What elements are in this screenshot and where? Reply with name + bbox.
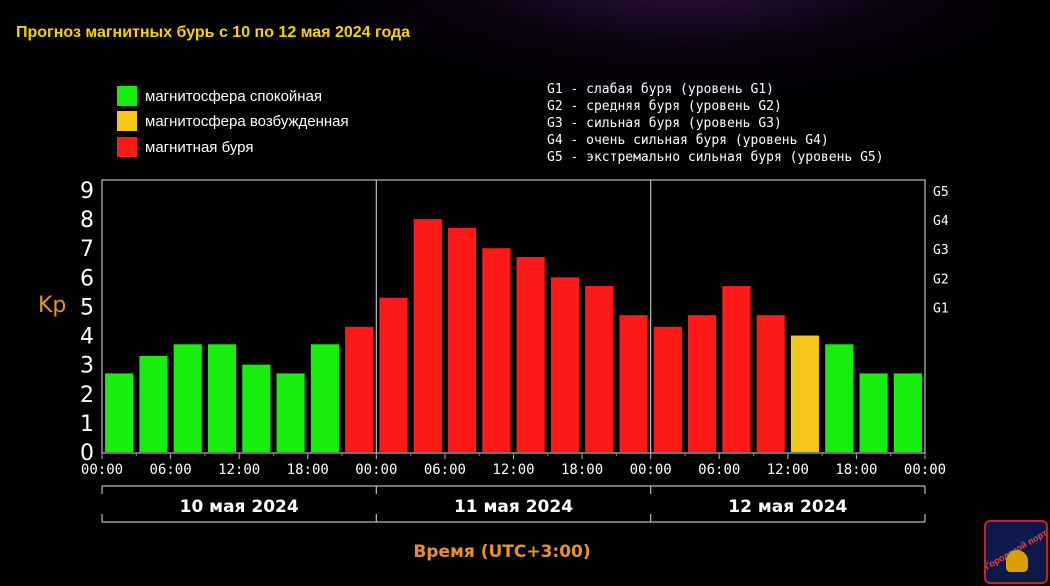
x-tick-label: 06:00 (424, 462, 466, 478)
x-tick-label: 18:00 (287, 462, 329, 478)
kp-bar (550, 277, 579, 452)
y-tick-label: 3 (80, 354, 94, 379)
g-level-g2: G2 - средняя буря (уровень G2) (547, 99, 782, 114)
x-tick-label: 06:00 (150, 462, 192, 478)
g-level-g5: G5 - экстремально сильная буря (уровень … (547, 150, 884, 165)
y-tick-label: 1 (80, 412, 94, 437)
page-title: Прогноз магнитных бурь с 10 по 12 мая 20… (16, 24, 411, 41)
x-tick-label: 00:00 (630, 462, 672, 478)
kp-bar (310, 344, 339, 452)
kp-bar (242, 364, 271, 452)
kp-bar (413, 219, 442, 452)
kp-bar (207, 344, 237, 452)
portal-logo: Городской портал (984, 520, 1048, 584)
legend-item-quiet: магнитосфера спокойная (117, 86, 322, 106)
kp-bar (893, 373, 922, 452)
day-label: 11 мая 2024 (454, 497, 573, 517)
legend-swatch-storm (117, 137, 137, 157)
x-tick-label: 18:00 (561, 462, 603, 478)
x-tick-label: 00:00 (355, 462, 397, 478)
y-tick-label: 0 (80, 441, 94, 466)
legend-item-active: магнитосфера возбужденная (117, 111, 349, 131)
y-tick-label: 7 (80, 237, 94, 262)
day-label: 12 мая 2024 (728, 497, 847, 517)
x-tick-label: 00:00 (81, 462, 123, 478)
kp-bar (756, 315, 785, 452)
x-tick-label: 12:00 (218, 462, 260, 478)
y-axis-label: Kp (38, 293, 66, 318)
x-tick-label: 00:00 (904, 462, 946, 478)
kp-bar (688, 315, 717, 452)
legend-label-storm: магнитная буря (145, 138, 254, 156)
legend-item-storm: магнитная буря (117, 137, 253, 157)
x-tick-label: 12:00 (492, 462, 534, 478)
kp-bar (173, 344, 202, 452)
legend-swatch-quiet (117, 86, 137, 106)
y-tick-label: 8 (80, 208, 94, 233)
g-tick-label: G5 (933, 185, 949, 200)
legend-label-quiet: магнитосфера спокойная (145, 87, 323, 105)
g-level-g4: G4 - очень сильная буря (уровень G4) (547, 133, 829, 148)
day-label: 10 мая 2024 (180, 497, 299, 517)
x-tick-label: 12:00 (767, 462, 809, 478)
kp-bar (825, 344, 854, 452)
y-tick-label: 6 (80, 266, 94, 291)
y-tick-label: 4 (80, 325, 94, 350)
kp-bar (859, 373, 888, 452)
kp-bar (105, 373, 134, 452)
y-tick-label: 9 (80, 179, 94, 204)
legend-label-active: магнитосфера возбужденная (145, 112, 349, 130)
y-tick-label: 5 (80, 295, 94, 320)
g-level-g3: G3 - сильная буря (уровень G3) (547, 116, 782, 131)
g-tick-label: G2 (933, 272, 949, 287)
kp-bar (482, 248, 511, 452)
kp-bar (448, 227, 477, 452)
kp-bar (516, 256, 545, 452)
g-tick-label: G3 (933, 243, 949, 258)
y-tick-label: 2 (80, 383, 94, 408)
g-level-g1: G1 - слабая буря (уровень G1) (547, 82, 774, 97)
kp-bar (345, 326, 374, 452)
kp-bar (139, 355, 168, 452)
kp-bar (619, 315, 648, 452)
g-tick-label: G1 (933, 301, 949, 316)
kp-bar (790, 335, 820, 452)
kp-bar (653, 326, 682, 452)
eagle-icon (1006, 550, 1028, 572)
kp-bar (722, 286, 751, 452)
legend-swatch-active (117, 111, 137, 131)
x-tick-label: 18:00 (835, 462, 877, 478)
background-glow (300, 0, 1000, 100)
kp-bar (379, 297, 408, 452)
kp-bar (585, 286, 614, 452)
x-axis-label: Время (UTC+3:00) (413, 542, 590, 562)
x-tick-label: 06:00 (698, 462, 740, 478)
g-tick-label: G4 (933, 214, 949, 229)
kp-bar (276, 373, 305, 452)
